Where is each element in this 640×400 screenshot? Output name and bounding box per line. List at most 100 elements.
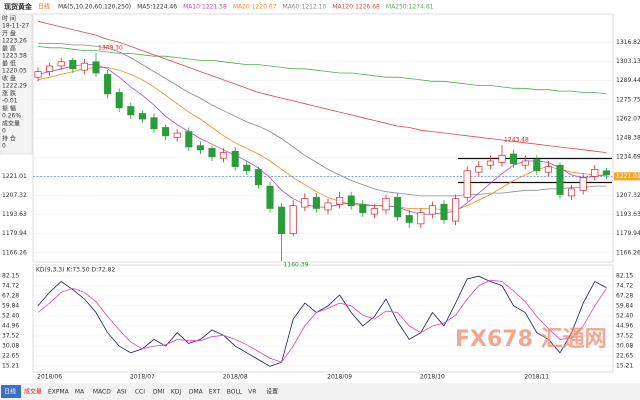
kd-tick-label-left: 74.72 <box>2 282 19 289</box>
ma-header: MA120:1226.68 <box>332 4 380 11</box>
info-value: 18-11-27 <box>2 23 29 30</box>
ma-line <box>38 43 607 197</box>
info-value: 1223.26 <box>2 38 27 45</box>
toolbar-item[interactable]: KDJ <box>171 389 182 396</box>
candle-body <box>208 148 216 158</box>
kd-tick-label: 15.21 <box>616 363 633 370</box>
ma-line <box>37 20 607 153</box>
candle-body <box>231 150 239 167</box>
candle-body <box>196 145 204 151</box>
candle-body <box>475 166 483 173</box>
y-tick-label-left: 1166.26 <box>2 249 27 256</box>
symbol: 现货黄金 <box>4 2 33 11</box>
price-tag <box>614 172 640 181</box>
y-tick-label: 1207.32 <box>616 192 640 199</box>
y-tick-label: 1234.69 <box>616 154 640 161</box>
candle-body <box>394 196 402 218</box>
toolbar-item[interactable]: CCI <box>135 389 145 396</box>
x-tick-label: 2018/11 <box>524 374 549 381</box>
candle-body <box>452 198 460 222</box>
candle-body <box>185 131 193 148</box>
kd-tick-label-left: 59.84 <box>2 302 19 309</box>
candle-body <box>417 212 425 225</box>
kd-line <box>37 275 607 367</box>
ma-header: MA(5,10,20,60,120,250) <box>58 4 131 11</box>
x-tick-label: 2018/06 <box>37 374 62 381</box>
candle-body <box>243 164 251 172</box>
ma-header: MA60:1212.10 <box>283 4 327 11</box>
candle-body <box>220 152 228 159</box>
candle-body <box>347 195 355 207</box>
candle-body <box>556 164 564 195</box>
info-label: 振 幅 <box>2 105 16 113</box>
candle-body <box>463 170 471 198</box>
candle-body <box>498 155 506 163</box>
info-value: 1220.05 <box>2 68 27 75</box>
price-tag-label: 1221.01 <box>616 173 640 180</box>
main-plot <box>33 20 613 262</box>
y-tick-label: 1303.13 <box>616 58 640 65</box>
x-tick-label: 2018/08 <box>223 374 248 381</box>
toolbar-item[interactable]: VR <box>248 389 256 396</box>
kd-tick-label: 22.65 <box>616 352 633 359</box>
ma-header: MA250:1274.61 <box>386 4 434 11</box>
candle-body <box>46 65 54 72</box>
candle-body <box>510 153 518 165</box>
toolbar-item[interactable]: 成交量 <box>24 388 42 396</box>
watermark: FX678 汇通网 <box>455 327 607 352</box>
candle-body <box>568 188 576 197</box>
info-value: 0.26% <box>2 113 21 120</box>
info-label: 开 盘 <box>2 30 16 38</box>
toolbar-item[interactable]: MACD <box>93 389 111 396</box>
ma-header: MA10:1221.58 <box>183 4 227 11</box>
toolbar-item[interactable]: EXT <box>209 389 221 396</box>
toolbar-item[interactable]: EXPMA <box>48 389 70 396</box>
toolbar-item[interactable]: DMI <box>153 389 165 396</box>
kd-line <box>37 279 607 363</box>
info-value: 1222.29 <box>2 83 27 90</box>
x-tick-label: 2018/09 <box>327 374 352 381</box>
kd-frame <box>32 264 614 373</box>
kd-plot <box>37 275 607 367</box>
info-label: 收 盘 <box>2 75 16 83</box>
kd-tick-label-left: 52.40 <box>2 312 19 319</box>
y-tick-label: 1166.26 <box>616 249 640 256</box>
info-label: 最 低 <box>2 60 16 68</box>
info-label: 涨 跌 <box>2 90 16 98</box>
info-label: 最 高 <box>2 45 16 53</box>
candle-body <box>324 202 332 211</box>
y-tick-label: 1248.38 <box>616 135 640 142</box>
candle-body <box>428 205 436 215</box>
candle-body <box>69 60 77 70</box>
toolbar-item[interactable]: MA <box>75 389 85 396</box>
candle-body <box>336 196 344 205</box>
candle-body <box>486 160 494 166</box>
tab-active[interactable] <box>1 385 21 398</box>
candle-body <box>57 61 65 67</box>
candle-body <box>278 206 286 234</box>
y-tick-label: 1316.82 <box>616 39 640 46</box>
candle-body <box>591 169 599 177</box>
candle-body <box>254 169 262 186</box>
candle-body <box>127 106 135 116</box>
kd-tick-label: 37.52 <box>616 332 633 339</box>
candle-body <box>150 117 158 130</box>
x-tick-label: 2018/07 <box>130 374 155 381</box>
toolbar-item[interactable]: 设置 <box>266 388 278 396</box>
candle-body <box>173 132 181 138</box>
kd-tick-label: 52.40 <box>616 312 633 319</box>
candle-body <box>34 71 42 78</box>
toolbar-item[interactable]: 日线 <box>4 388 16 396</box>
info-label: 成交量 <box>2 120 20 128</box>
x-tick-label: 2018/10 <box>420 374 445 381</box>
toolbar-item[interactable]: ASI <box>117 389 127 396</box>
kd-tick-label-left: 15.21 <box>2 363 19 370</box>
high-label: 1309.30 <box>98 44 123 51</box>
toolbar-item[interactable]: BOLL <box>227 389 243 396</box>
kd-tick-label-left: 22.65 <box>2 352 19 359</box>
kd-tick-label-left: 67.28 <box>2 292 19 299</box>
toolbar-item[interactable]: DMA <box>189 389 204 396</box>
ma-header: MA5:1224.46 <box>137 4 177 11</box>
ma-header: MA20:1220.67 <box>233 4 277 11</box>
candle-body <box>289 205 297 234</box>
